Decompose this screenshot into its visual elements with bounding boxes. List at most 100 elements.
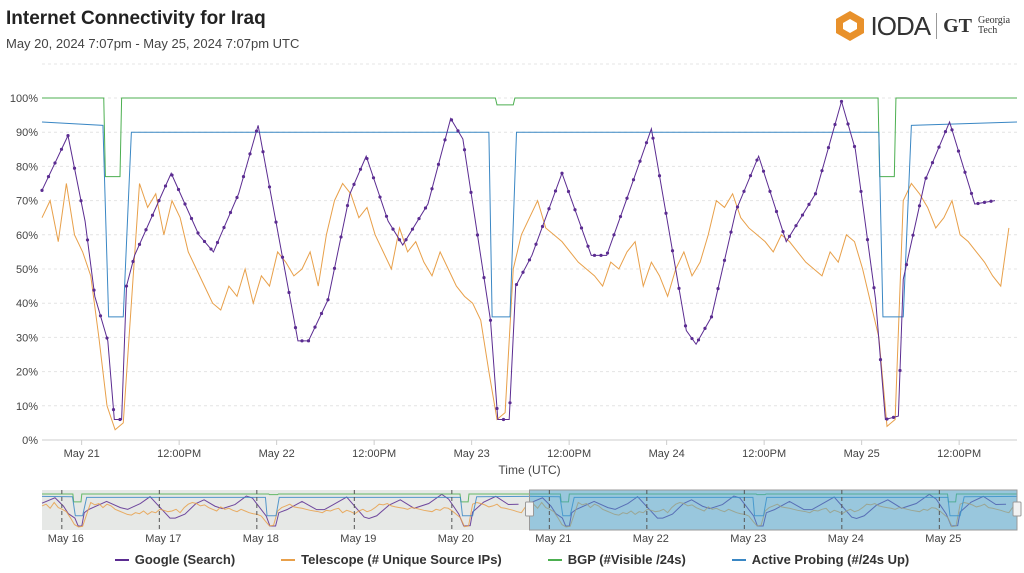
data-point <box>85 238 90 242</box>
data-point <box>670 249 675 253</box>
legend-label: Active Probing (#/24s Up) <box>751 552 910 567</box>
data-point <box>40 188 44 192</box>
y-tick-label: 80% <box>16 161 38 173</box>
data-point <box>514 282 519 287</box>
data-point <box>592 253 597 257</box>
data-point <box>826 145 831 150</box>
data-point <box>846 122 850 126</box>
data-point <box>170 173 174 177</box>
data-point <box>703 326 707 330</box>
data-point <box>501 417 506 422</box>
data-point <box>982 200 987 204</box>
legend-line-icon <box>114 558 129 561</box>
data-point <box>956 149 961 153</box>
data-point <box>111 408 116 412</box>
data-point <box>137 242 142 246</box>
ioda-logo-icon <box>835 11 864 41</box>
data-point <box>306 339 311 343</box>
data-point <box>677 286 681 290</box>
data-point <box>469 190 473 194</box>
legend-item[interactable]: Active Probing (#/24s Up) <box>731 552 910 567</box>
data-point <box>735 205 740 209</box>
navigator-series-3 <box>529 495 1018 517</box>
georgia-tech-text: Georgia Tech <box>978 15 1011 36</box>
navigator-tick-label: May 25 <box>925 533 961 545</box>
data-point <box>781 229 785 234</box>
navigator-tick-label: May 19 <box>340 533 376 545</box>
data-point <box>612 233 616 237</box>
data-point <box>358 167 363 171</box>
data-point <box>404 238 408 242</box>
navigator-tick-label: May 24 <box>828 533 864 545</box>
y-tick-label: 70% <box>16 196 38 208</box>
navigator-tick-label: May 23 <box>730 533 766 545</box>
legend-item[interactable]: Google (Search) <box>114 552 235 567</box>
data-point <box>202 239 207 244</box>
data-point <box>105 336 109 340</box>
y-tick-label: 30% <box>16 332 38 344</box>
data-point <box>92 288 96 292</box>
data-point <box>235 195 239 200</box>
data-point <box>963 170 967 174</box>
data-point <box>930 161 935 165</box>
x-tick-label: 12:00PM <box>157 448 201 460</box>
data-point <box>215 240 220 245</box>
data-point <box>462 148 467 152</box>
data-point <box>625 196 629 200</box>
data-point <box>566 189 571 194</box>
data-point <box>722 258 727 262</box>
navigator-handle[interactable] <box>525 501 534 517</box>
data-point <box>644 141 649 145</box>
legend-item[interactable]: Telescope (# Unique Source IPs) <box>281 552 502 567</box>
data-point <box>144 228 148 232</box>
data-point <box>943 130 948 134</box>
data-point <box>787 234 792 238</box>
data-point <box>241 175 246 179</box>
data-point <box>436 162 441 166</box>
x-axis-title: Time (UTC) <box>498 463 560 477</box>
data-point <box>189 216 194 221</box>
data-point <box>280 255 285 259</box>
data-point <box>885 417 889 421</box>
data-point <box>254 129 259 133</box>
data-point <box>716 287 720 291</box>
data-point <box>72 166 77 170</box>
navigator-handle[interactable] <box>1012 501 1022 517</box>
data-point <box>163 184 168 188</box>
data-point <box>586 244 590 248</box>
logo: IODA GT Georgia Tech <box>835 10 1014 42</box>
navigator[interactable]: May 16 May 17 May 18 May 19 May 20 May 21 May … <box>0 486 1024 546</box>
navigator-tick-label: May 17 <box>145 533 181 545</box>
legend-item[interactable]: BGP (#Visible /24s) <box>547 552 686 567</box>
y-tick-label: 60% <box>16 230 38 242</box>
data-point <box>839 99 844 104</box>
data-point <box>293 326 298 330</box>
data-point <box>599 253 603 257</box>
data-point <box>852 144 857 149</box>
data-point <box>774 209 779 214</box>
main-chart: 0% 10% 20% 30% 40% 50% 60% 70% 80% 90% 100% May 21 1… <box>10 63 1018 477</box>
data-point <box>807 202 811 206</box>
x-tick-label: May 24 <box>649 448 685 460</box>
series-line-2 <box>42 97 1017 178</box>
data-point <box>339 235 343 239</box>
navigator-series-2 <box>42 493 530 503</box>
data-point <box>729 230 733 234</box>
data-point <box>443 138 447 142</box>
x-tick-label: May 22 <box>259 448 295 460</box>
data-point <box>228 210 233 215</box>
data-point <box>521 270 525 274</box>
y-tick-label: 20% <box>16 367 38 379</box>
legend-line-icon <box>731 558 746 561</box>
data-point <box>794 224 798 228</box>
y-tick-label: 10% <box>16 401 38 413</box>
navigator-tick-label: May 16 <box>48 533 84 545</box>
data-point <box>410 227 415 231</box>
data-point <box>917 204 922 208</box>
data-point <box>709 315 714 319</box>
navigator-selection[interactable] <box>529 489 1018 531</box>
data-point <box>79 199 83 203</box>
data-point <box>748 174 753 178</box>
data-point <box>683 324 688 328</box>
legend-label: Telescope (# Unique Source IPs) <box>301 552 502 567</box>
